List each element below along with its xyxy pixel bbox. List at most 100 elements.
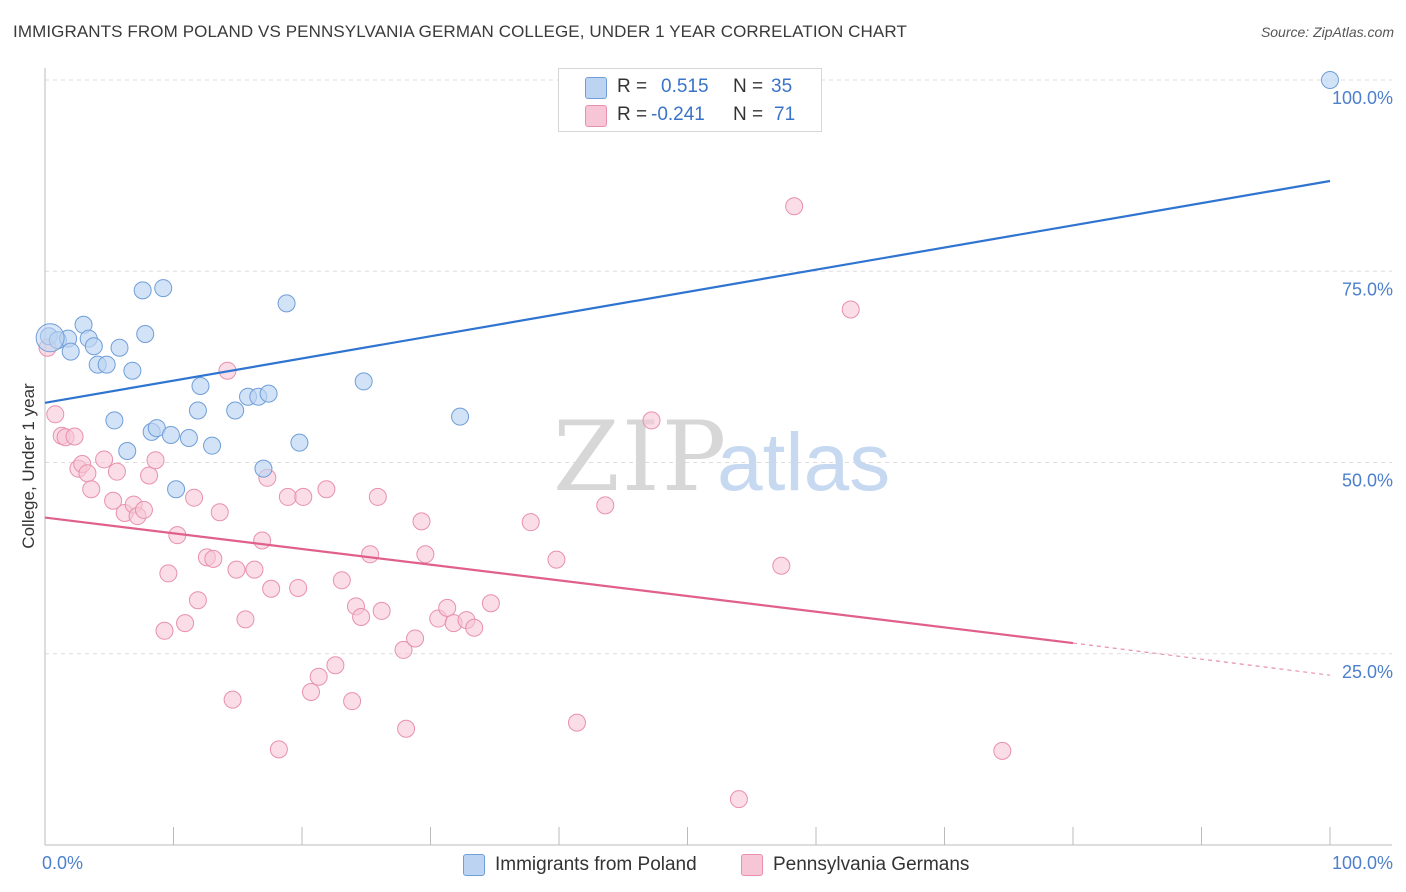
pennsylvania-point bbox=[567, 713, 586, 732]
pennsylvania-point bbox=[46, 405, 65, 424]
poland-point bbox=[277, 294, 296, 313]
watermark-zip: ZIP bbox=[553, 401, 728, 513]
pennsylvania-point bbox=[642, 411, 661, 430]
poland-point bbox=[259, 384, 278, 403]
pennsylvania-point bbox=[361, 545, 380, 564]
legend-r-label: R = bbox=[617, 104, 648, 125]
pennsylvania-point bbox=[278, 487, 297, 506]
pennsylvania-point bbox=[394, 640, 413, 659]
pennsylvania-point bbox=[772, 556, 791, 575]
pennsylvania-point bbox=[104, 491, 123, 510]
pennsylvania-point bbox=[210, 503, 229, 522]
pennsylvania-point bbox=[326, 656, 345, 675]
pennsylvania-point bbox=[317, 480, 336, 499]
pennsylvania-point bbox=[289, 578, 308, 597]
chart-title: IMMIGRANTS FROM POLAND VS PENNSYLVANIA G… bbox=[13, 22, 907, 41]
poland-point bbox=[84, 337, 103, 356]
poland-point bbox=[161, 425, 180, 444]
legend-r-value: 0.515 bbox=[661, 76, 709, 97]
pennsylvania-point bbox=[236, 610, 255, 629]
poland-point bbox=[203, 436, 222, 455]
pennsylvania-point bbox=[188, 591, 207, 610]
legend-r-value: -0.241 bbox=[651, 104, 705, 125]
legend-row-poland: R = 0.515 N = 35 bbox=[559, 73, 821, 101]
pennsylvania-point bbox=[841, 300, 860, 319]
pennsylvania-point bbox=[185, 488, 204, 507]
x-tick-label: 100.0% bbox=[1332, 853, 1393, 873]
poland-point bbox=[179, 429, 198, 448]
pennsylvania-point bbox=[343, 692, 362, 711]
pennsylvania-point bbox=[406, 629, 425, 648]
series-legend-pennsylvania: Pennsylvania Germans bbox=[741, 852, 969, 878]
series-legend-poland: Immigrants from Poland bbox=[463, 852, 697, 878]
legend-n-label: N = bbox=[733, 104, 764, 125]
pennsylvania-legend-label: Pennsylvania Germans bbox=[773, 854, 970, 875]
pennsylvania-point bbox=[140, 466, 159, 485]
series-legend: Immigrants from Poland Pennsylvania Germ… bbox=[0, 852, 1406, 878]
poland-point bbox=[451, 407, 470, 426]
poland-point bbox=[167, 480, 186, 499]
pennsylvania-point bbox=[309, 667, 328, 686]
poland-point bbox=[35, 323, 65, 353]
pennsylvania-point bbox=[368, 487, 387, 506]
pennsylvania-point bbox=[729, 790, 748, 809]
poland-point bbox=[61, 342, 80, 361]
watermark: ZIP atlas bbox=[553, 401, 890, 513]
poland-point bbox=[136, 324, 155, 343]
pennsylvania-point bbox=[294, 487, 313, 506]
legend-n-value: 71 bbox=[774, 104, 796, 125]
axes bbox=[44, 68, 1392, 846]
pennsylvania-point bbox=[245, 560, 264, 579]
pennsylvania-point bbox=[155, 621, 174, 640]
poland-point bbox=[105, 411, 124, 430]
pennsylvania-point bbox=[397, 719, 416, 738]
poland-point bbox=[118, 442, 137, 461]
y-tick-labels: 25.0% 50.0% 75.0% 100.0% bbox=[1332, 88, 1393, 682]
poland-point bbox=[188, 401, 207, 420]
pennsylvania-point bbox=[159, 564, 178, 583]
pennsylvania-point bbox=[269, 740, 288, 759]
pennsylvania-trend-extension bbox=[1072, 642, 1331, 676]
pennsylvania-point bbox=[416, 545, 435, 564]
pennsylvania-point bbox=[176, 614, 195, 633]
poland-points bbox=[35, 71, 1339, 499]
poland-point bbox=[191, 377, 210, 395]
pennsylvania-point bbox=[223, 690, 242, 709]
pennsylvania-point bbox=[596, 496, 615, 515]
pennsylvania-swatch bbox=[585, 105, 607, 127]
y-tick-label: 100.0% bbox=[1332, 88, 1393, 108]
y-tick-label: 75.0% bbox=[1342, 279, 1393, 299]
correlation-legend: R = 0.515 N = 35 R = -0.241 N = 71 bbox=[558, 68, 822, 132]
x-tick-labels: 0.0% 100.0% bbox=[42, 853, 1393, 873]
pennsylvania-legend-swatch bbox=[741, 854, 763, 876]
poland-point bbox=[1321, 71, 1339, 89]
pennsylvania-point bbox=[785, 197, 804, 216]
legend-n-label: N = bbox=[733, 76, 764, 97]
pennsylvania-point bbox=[227, 560, 246, 579]
y-tick-label: 25.0% bbox=[1342, 662, 1393, 682]
watermark-atlas: atlas bbox=[717, 417, 890, 508]
pennsylvania-point bbox=[352, 608, 371, 627]
poland-trend-line bbox=[44, 179, 1331, 404]
pennsylvania-point bbox=[301, 683, 320, 701]
poland-point bbox=[154, 279, 173, 298]
pennsylvania-point bbox=[78, 464, 97, 483]
x-tick-label: 0.0% bbox=[42, 853, 83, 873]
pennsylvania-point bbox=[204, 549, 223, 568]
legend-row-pennsylvania: R = -0.241 N = 71 bbox=[559, 101, 821, 129]
y-tick-label: 50.0% bbox=[1342, 471, 1393, 491]
pennsylvania-point bbox=[547, 550, 566, 569]
poland-point bbox=[133, 281, 152, 300]
poland-point bbox=[97, 355, 116, 374]
pennsylvania-point bbox=[438, 598, 457, 617]
pennsylvania-point bbox=[253, 531, 272, 550]
source-label: Source: ZipAtlas.com bbox=[1260, 24, 1394, 40]
pennsylvania-point bbox=[82, 480, 101, 499]
pennsylvania-point bbox=[372, 601, 391, 620]
poland-legend-swatch bbox=[463, 854, 485, 876]
pennsylvania-point bbox=[481, 594, 500, 613]
poland-point bbox=[226, 401, 245, 420]
poland-swatch bbox=[585, 77, 607, 99]
pennsylvania-point bbox=[134, 500, 153, 519]
